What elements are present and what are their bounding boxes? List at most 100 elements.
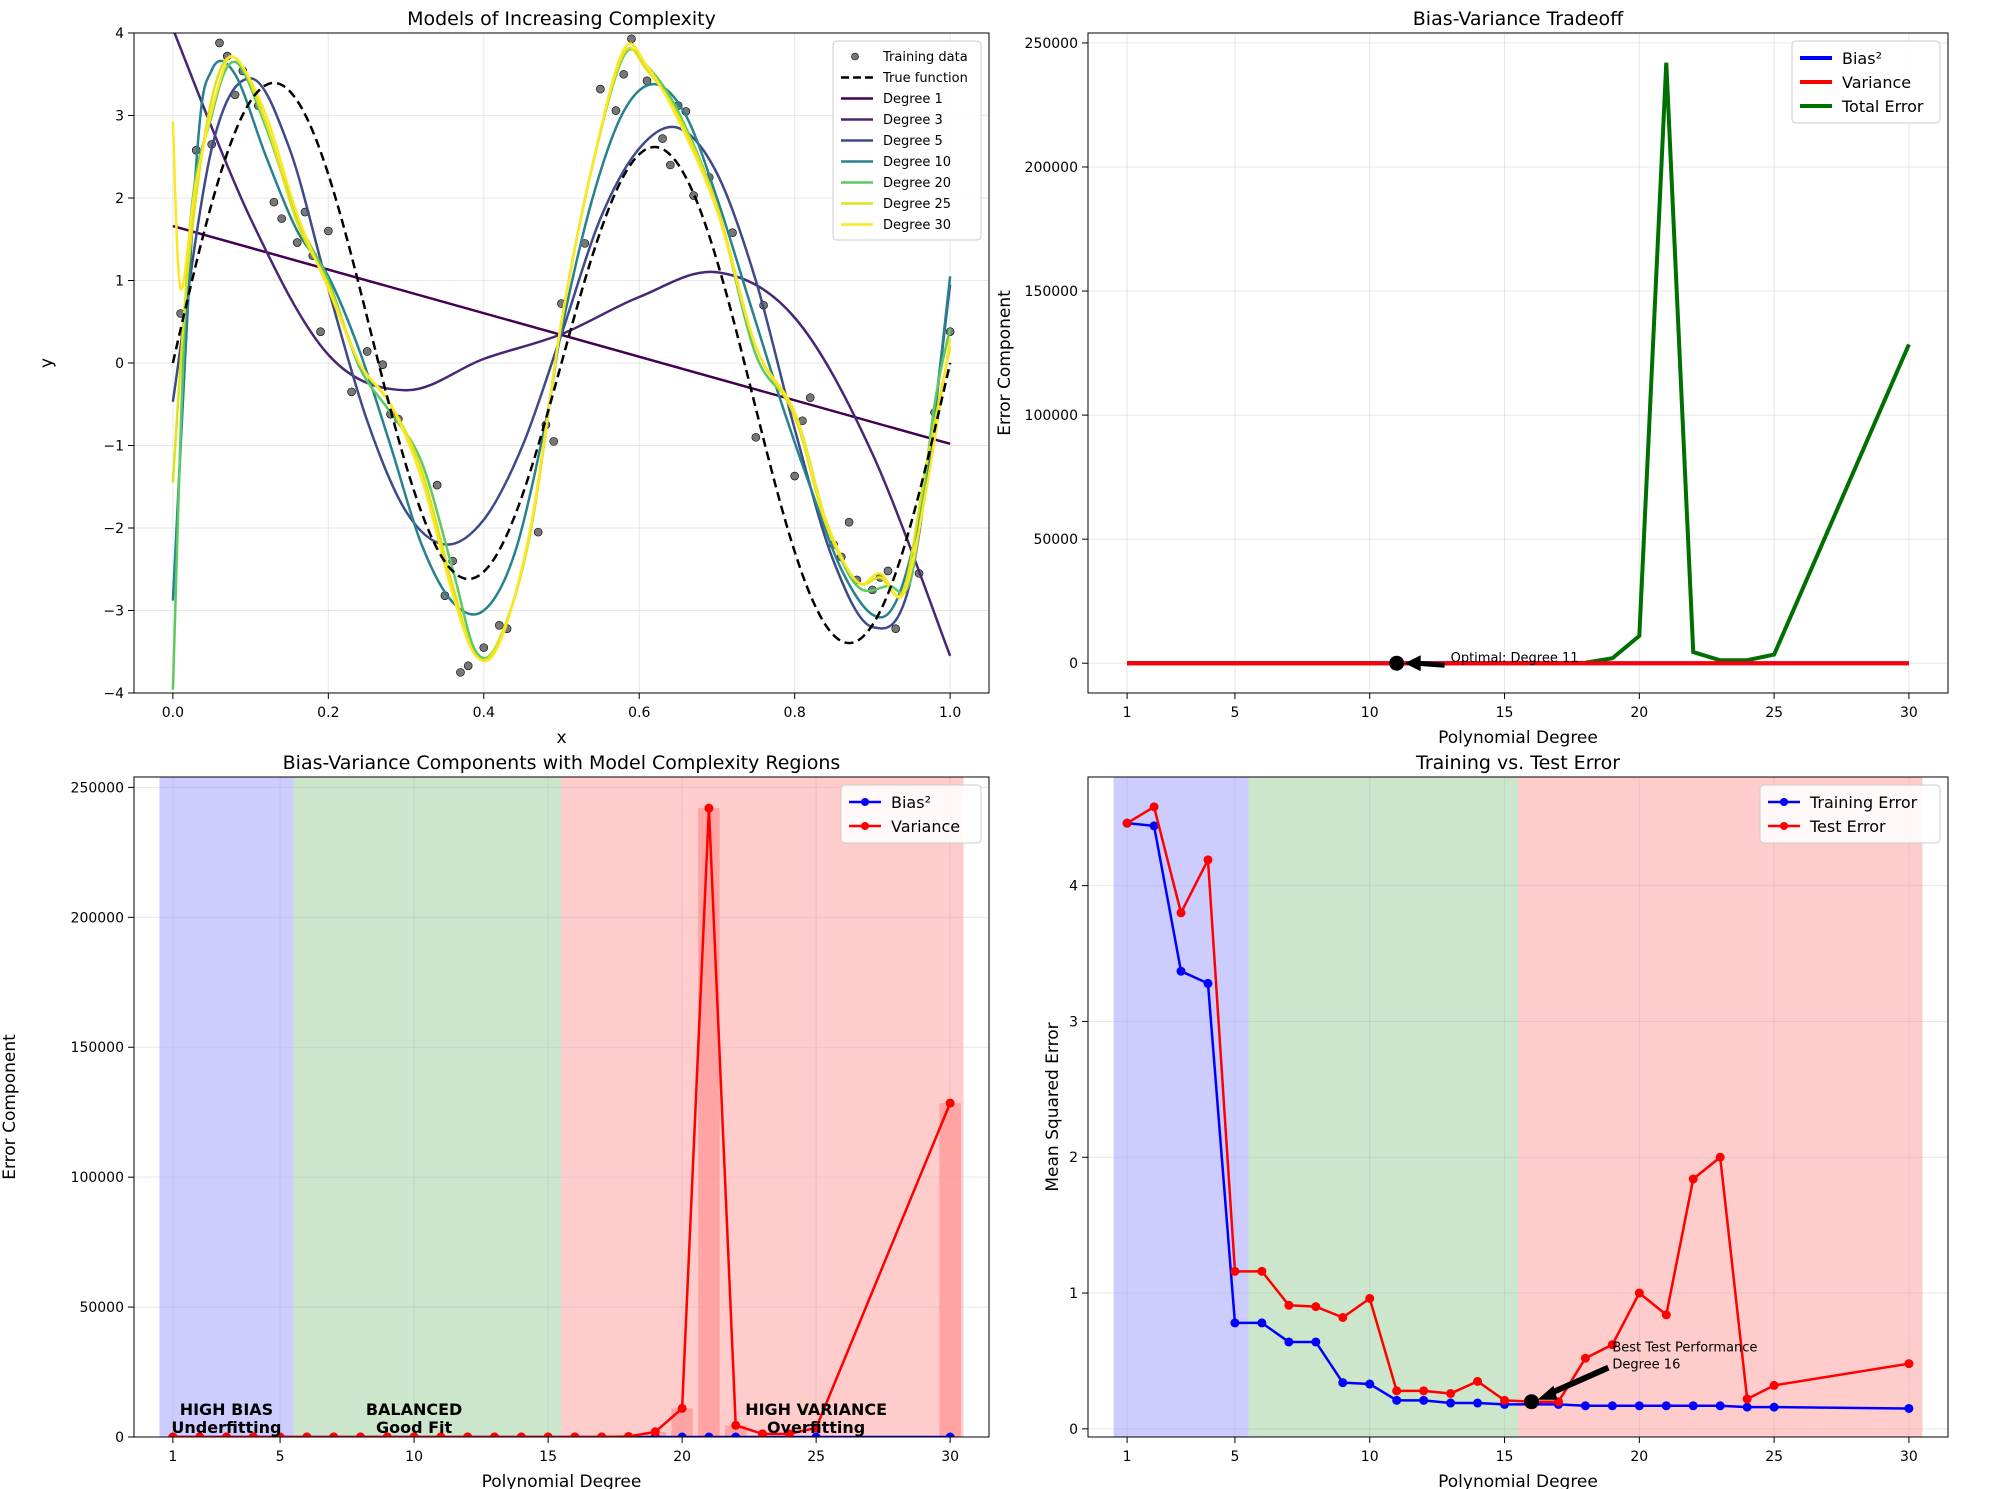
p4-point-trainingerror-3 <box>1203 978 1213 988</box>
p3-plot-area <box>168 803 961 1437</box>
p3-bar-1 <box>671 1408 693 1437</box>
p1-xtick-label-3: 0.6 <box>628 705 650 721</box>
p3-point-variance-13 <box>516 1432 526 1437</box>
p1-plot-area <box>171 33 955 690</box>
p4-point-testerror-2 <box>1176 908 1186 918</box>
p2-legend-label-0: Bias² <box>1842 49 1882 68</box>
p3-bar-2 <box>698 808 720 1437</box>
p4-point-testerror-6 <box>1284 1300 1294 1310</box>
p3-point-variance-4 <box>275 1432 285 1437</box>
p2-ytick-label-1: 50000 <box>1033 532 1078 548</box>
p4-point-trainingerror-12 <box>1446 1398 1456 1408</box>
p1-training-point-9 <box>277 214 286 223</box>
p1-xtick-label-4: 0.8 <box>784 705 806 721</box>
p4-point-trainingerror-21 <box>1688 1401 1698 1411</box>
p4-plot-area <box>1122 802 1914 1413</box>
p1-training-point-13 <box>316 327 325 336</box>
p3-point-variance-16 <box>597 1432 607 1437</box>
p3-point-variance-6 <box>329 1432 339 1437</box>
p4-point-trainingerror-2 <box>1176 966 1186 976</box>
p1-legend-label-1: True function <box>882 71 968 86</box>
p4-xtick-label-6: 30 <box>1900 1449 1918 1465</box>
p3-xtick-label-1: 5 <box>276 1449 285 1465</box>
p4-point-trainingerror-17 <box>1580 1401 1590 1411</box>
p1-ytick-label-0: −4 <box>103 686 124 702</box>
p4-point-testerror-19 <box>1634 1288 1644 1298</box>
p4-point-trainingerror-19 <box>1634 1401 1644 1411</box>
p3-point-variance-19 <box>677 1403 687 1413</box>
p1-series-degree-30 <box>171 42 952 663</box>
p1-ytick-label-1: −3 <box>103 604 124 620</box>
p1-ytick-label-4: 0 <box>115 356 124 372</box>
p1-training-point-15 <box>347 387 356 397</box>
p3-region-label-1-line2: Good Fit <box>376 1418 453 1437</box>
p4-point-testerror-24 <box>1769 1380 1779 1390</box>
p4-point-testerror-12 <box>1446 1389 1456 1399</box>
p2-xtick-label-3: 15 <box>1496 705 1514 721</box>
p4-ytick-label-0: 0 <box>1069 1422 1078 1438</box>
p3-point-bias-25 <box>945 1432 955 1437</box>
p4-point-trainingerror-9 <box>1365 1379 1375 1389</box>
p2-xtick-label-0: 1 <box>1123 705 1132 721</box>
p3-legend-marker-0 <box>861 798 869 806</box>
p3-region-label-2-line1: HIGH VARIANCE <box>745 1400 887 1419</box>
p1-legend-label-6: Degree 20 <box>883 176 951 191</box>
p4-legend-label-1: Test Error <box>1809 817 1886 836</box>
p3-xtick-label-3: 15 <box>539 1449 557 1465</box>
p1-training-point-10 <box>292 238 302 247</box>
p3-region-label-1-line1: BALANCED <box>366 1400 463 1419</box>
p2-legend-box <box>1791 40 1941 124</box>
p3-point-variance-14 <box>543 1432 553 1437</box>
p1-training-point-52 <box>844 517 854 527</box>
p4-region-2 <box>1518 777 1923 1437</box>
p2-xlabel: Polynomial Degree <box>1438 728 1598 748</box>
p4-point-trainingerror-20 <box>1661 1401 1671 1411</box>
p4-point-testerror-4 <box>1230 1266 1240 1276</box>
p4-point-testerror-3 <box>1203 855 1213 865</box>
p4-legend: Training Error Test Error <box>1759 784 1941 844</box>
p4-point-testerror-1 <box>1149 802 1159 812</box>
p3-xtick-label-6: 30 <box>941 1449 959 1465</box>
p4-point-testerror-14 <box>1500 1395 1510 1405</box>
p3-point-variance-24 <box>811 1423 821 1433</box>
p4-point-trainingerror-10 <box>1392 1395 1402 1405</box>
p4-point-trainingerror-7 <box>1311 1337 1321 1347</box>
p2-ytick-label-2: 100000 <box>1025 408 1078 424</box>
p1-xtick-label-2: 0.4 <box>473 705 495 721</box>
p4-annotation-arrow <box>1548 1364 1610 1397</box>
p3-legend-marker-1 <box>861 822 869 830</box>
p1-legend-label-8: Degree 30 <box>883 218 951 233</box>
p1-training-point-45 <box>751 432 761 442</box>
p3-region-label-0-line1: HIGH BIAS <box>180 1400 274 1419</box>
p3-point-variance-10 <box>436 1432 446 1437</box>
p3-point-variance-22 <box>758 1429 768 1437</box>
p3-xtick-label-5: 25 <box>807 1449 825 1465</box>
p1-training-point-17 <box>378 360 388 369</box>
p3-point-bias-19 <box>677 1432 687 1437</box>
p4-xtick-label-0: 1 <box>1123 1449 1132 1465</box>
p4-point-testerror-22 <box>1715 1152 1725 1162</box>
p1-training-point-33 <box>596 84 605 94</box>
p1-training-point-3 <box>215 38 224 48</box>
p3-region-label-2-line2: Overfitting <box>767 1418 865 1437</box>
p1-legend-marker-0 <box>851 52 859 61</box>
p1-ytick-label-5: 1 <box>115 274 124 290</box>
p3-point-variance-1 <box>195 1432 205 1437</box>
p4-region-0 <box>1113 777 1249 1437</box>
p1-training-point-16 <box>362 347 372 356</box>
p1-legend-box <box>832 40 982 241</box>
p1-true-function-line <box>171 81 952 645</box>
p1-xtick-label-5: 1.0 <box>939 705 961 721</box>
p4-point-testerror-8 <box>1338 1312 1348 1322</box>
p3-point-variance-7 <box>355 1432 365 1437</box>
p1-legend-label-0: Training data <box>882 50 968 65</box>
p1-legend-label-3: Degree 3 <box>883 113 943 128</box>
p3-point-variance-9 <box>409 1432 419 1437</box>
p3-bar-4 <box>939 1103 961 1437</box>
p3-legend-label-1: Variance <box>891 817 960 836</box>
p2-axes: 1 5 10 15 20 25 300500001000001500002000002500… <box>995 8 1948 748</box>
p2-title: Bias-Variance Tradeoff <box>1413 8 1624 30</box>
p2-xtick-label-5: 25 <box>1765 705 1783 721</box>
p1-legend-label-5: Degree 10 <box>883 155 951 170</box>
p4-point-trainingerror-1 <box>1149 821 1159 831</box>
